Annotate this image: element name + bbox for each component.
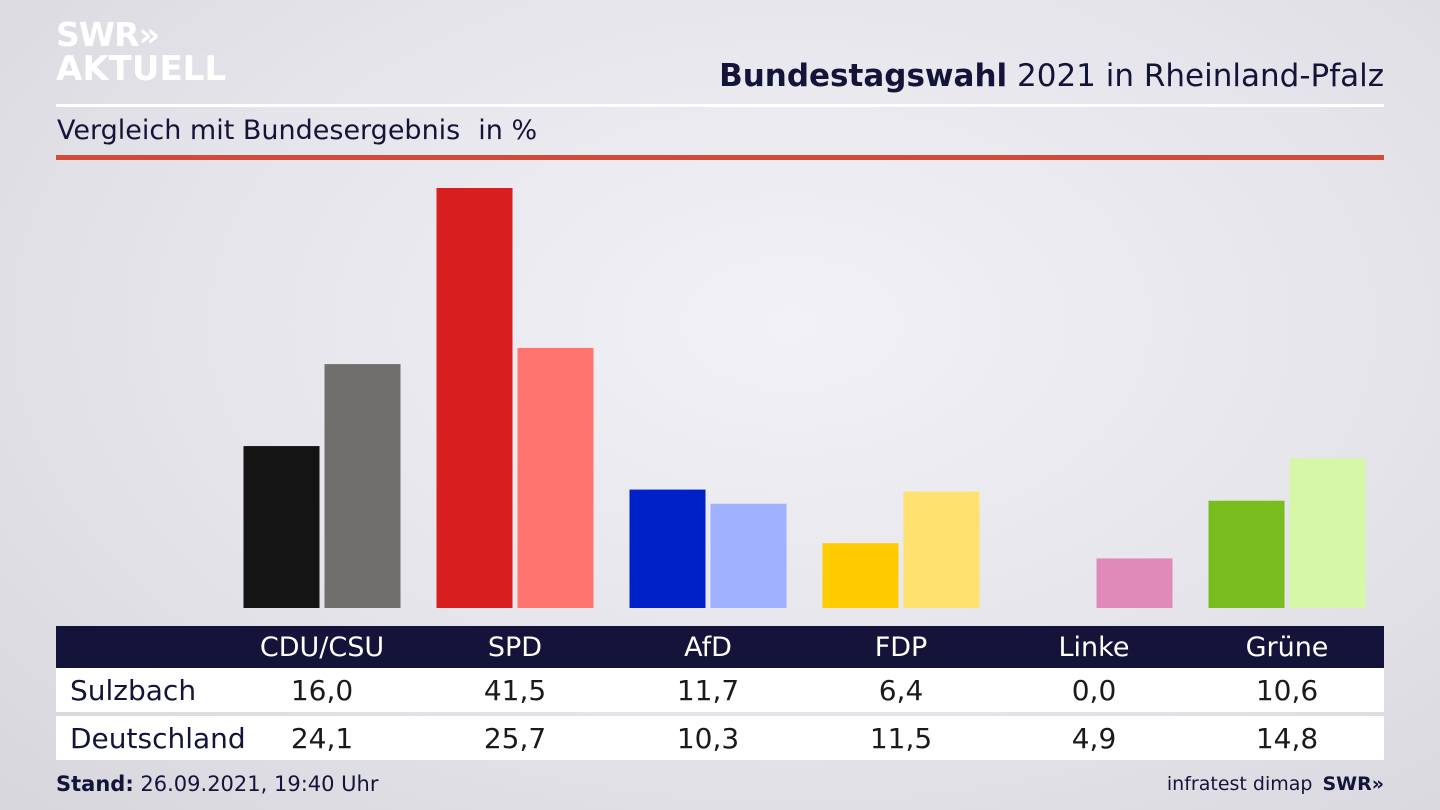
bar-fdp-sulzbach (822, 543, 899, 608)
title-rest: 2021 in Rheinland-Pfalz (1007, 58, 1384, 94)
value-cell: 10,3 (676, 721, 740, 755)
title-bold: Bundestagswahl (719, 58, 1008, 94)
bar-linke-deutschland (1096, 558, 1173, 608)
value-cell: 24,1 (290, 721, 354, 755)
source-credit: infratest dimap SWR» (1167, 773, 1384, 795)
value-cell: 4,9 (1071, 721, 1117, 755)
source-text: infratest dimap (1166, 773, 1313, 795)
value-cell: 41,5 (483, 673, 547, 707)
bar-afd-sulzbach (629, 489, 706, 608)
value-cell: 11,7 (676, 673, 740, 707)
value-cell: 16,0 (290, 673, 354, 707)
row-label: Deutschland (70, 721, 246, 755)
party-label: Linke (1058, 631, 1130, 663)
table-row: Deutschland 24,1 25,7 10,3 11,5 4,9 14,8 (56, 716, 1384, 760)
bar-spd-deutschland (517, 347, 594, 608)
party-label: SPD (487, 631, 543, 663)
page-title: Bundestagswahl 2021 in Rheinland-Pfalz (719, 58, 1384, 94)
bar-grne-sulzbach (1208, 500, 1285, 608)
accent-divider (56, 155, 1384, 160)
party-header-row: CDU/CSU SPD AfD FDP Linke Grüne (56, 626, 1384, 668)
logo-line-1: SWR» (56, 15, 160, 54)
bar-chart (243, 188, 1366, 608)
stand-label: Stand: (56, 772, 134, 796)
unit-label: in % (478, 115, 538, 146)
subtitle: Vergleich mit Bundesergebnis in % (57, 115, 537, 146)
party-label: CDU/CSU (259, 631, 385, 663)
value-cell: 10,6 (1255, 673, 1319, 707)
bar-afd-deutschland (710, 503, 787, 608)
logo-line-2: AKTUELL (56, 49, 227, 89)
value-cell: 25,7 (483, 721, 547, 755)
bar-cducsu-deutschland (324, 364, 401, 608)
results-table: CDU/CSU SPD AfD FDP Linke Grüne Sulzbach 16,0… (56, 626, 1384, 760)
swr-brand: SWR» (1322, 773, 1384, 795)
bar-fdp-deutschland (903, 491, 980, 608)
timestamp: Stand: 26.09.2021, 19:40 Uhr (56, 772, 379, 796)
swr-aktuell-logo: SWR» AKTUELL (56, 18, 226, 86)
bar-grne-deutschland (1289, 458, 1366, 608)
title-divider (56, 104, 1384, 107)
stand-value: 26.09.2021, 19:40 Uhr (133, 772, 379, 796)
bar-spd-sulzbach (436, 188, 513, 608)
party-label: FDP (874, 631, 928, 663)
value-cell: 11,5 (869, 721, 933, 755)
table-row: Sulzbach 16,0 41,5 11,7 6,4 0,0 10,6 (56, 668, 1384, 712)
value-cell: 0,0 (1071, 673, 1117, 707)
bar-cducsu-sulzbach (243, 446, 320, 608)
value-cell: 14,8 (1255, 721, 1319, 755)
row-label: Sulzbach (70, 673, 197, 707)
party-label: Grüne (1245, 631, 1329, 663)
party-label: AfD (684, 631, 732, 663)
value-cell: 6,4 (878, 673, 924, 707)
subtitle-text: Vergleich mit Bundesergebnis (57, 115, 461, 146)
